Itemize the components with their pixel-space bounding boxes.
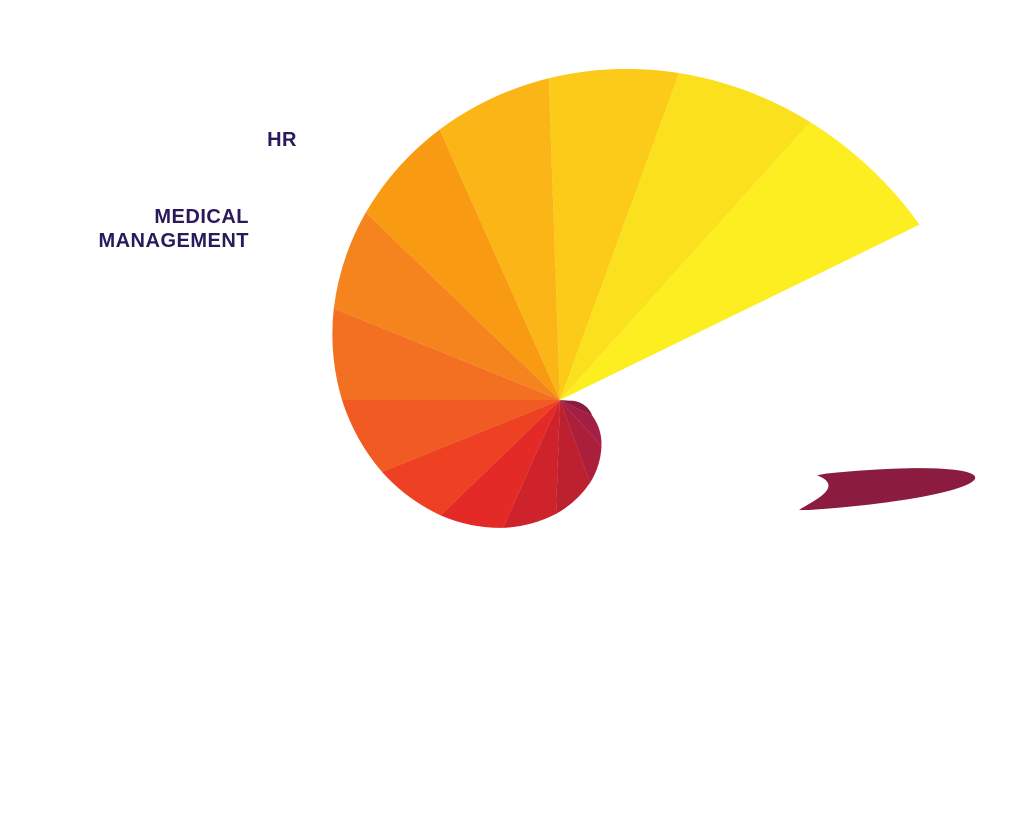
diagram-label: HR xyxy=(0,128,297,152)
diagram-label: MEDICAL MANAGEMENT xyxy=(0,205,249,253)
spiral-fan-diagram: HR MEDICAL MANAGEMENT xyxy=(0,0,1024,838)
spiral-tail xyxy=(799,468,975,510)
spiral-svg xyxy=(0,0,1024,838)
